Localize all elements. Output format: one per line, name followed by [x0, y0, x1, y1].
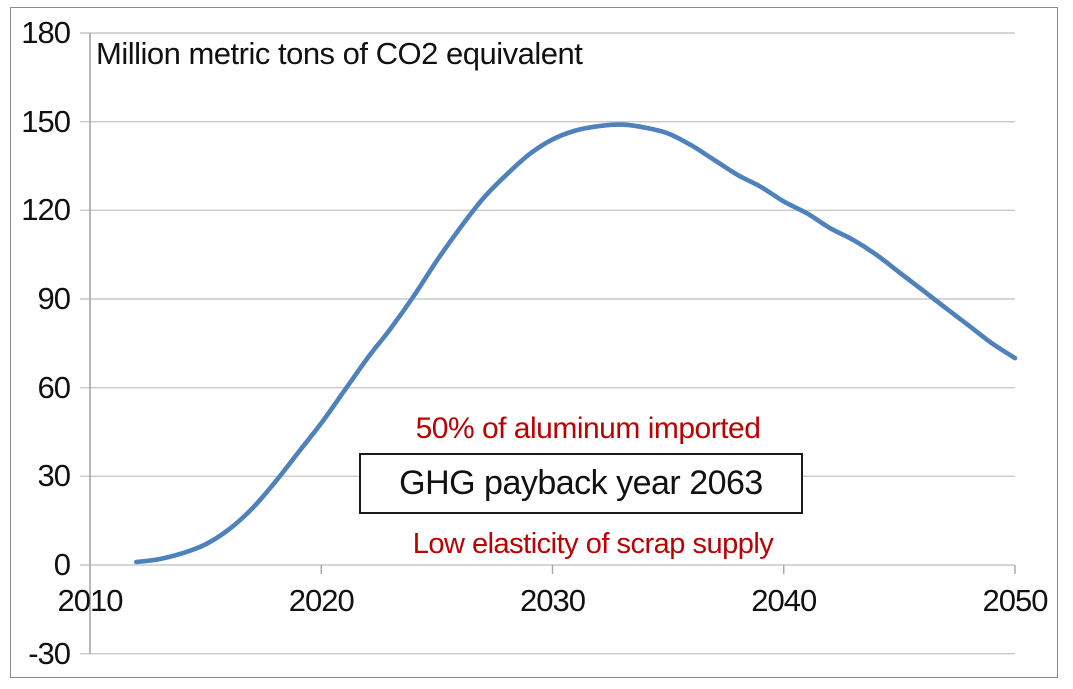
y-axis-tick-label: -30 — [28, 635, 71, 671]
annotation-payback-box: GHG payback year 2063 — [359, 453, 803, 514]
y-axis-tick-label: 60 — [37, 369, 71, 405]
y-axis-tick-label: 0 — [53, 547, 71, 582]
x-axis-tick-label: 2040 — [751, 583, 817, 618]
y-axis-tick-label: 120 — [21, 192, 71, 228]
y-axis-tick-label: 30 — [37, 458, 71, 494]
emissions-curve — [134, 122, 1018, 565]
y-axis-tick-label: 90 — [37, 281, 71, 316]
y-axis-tick-label: 180 — [21, 15, 71, 50]
x-axis-tick-label: 2010 — [57, 583, 124, 618]
annotation-scrap-supply: Low elasticity of scrap supply — [412, 528, 774, 560]
chart-border — [10, 7, 1058, 678]
chart-title: Million metric tons of CO2 equivalent — [96, 36, 583, 71]
annotation-aluminum-imported: 50% of aluminum imported — [415, 412, 761, 445]
x-axis-tick-label: 2050 — [982, 583, 1049, 618]
y-axis-tick-label: 150 — [21, 103, 71, 139]
x-axis-tick-label: 2020 — [288, 583, 355, 618]
x-axis-tick-label: 2030 — [520, 583, 586, 618]
